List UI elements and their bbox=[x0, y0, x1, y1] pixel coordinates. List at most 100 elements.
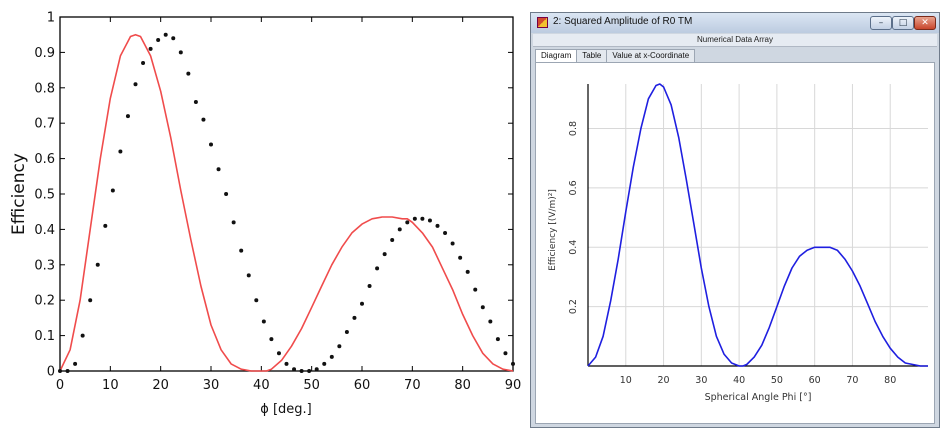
window-title: 2: Squared Amplitude of R0 TM bbox=[553, 16, 693, 27]
left-data-point bbox=[276, 351, 281, 356]
left-data-point bbox=[58, 369, 62, 373]
right-y-tick-label: 0.8 bbox=[568, 121, 579, 136]
left-y-tick-label: 0.1 bbox=[34, 329, 55, 344]
right-efficiency-chart: 10 20 30 40 50 60 70 80 0.2 0.4 0.6 0.8 Efficiency … bbox=[548, 83, 928, 403]
tab-value-at-x[interactable]: Value at x-Coordinate bbox=[606, 49, 696, 62]
left-data-point bbox=[231, 220, 236, 225]
left-data-point bbox=[209, 142, 213, 147]
left-data-point bbox=[118, 149, 123, 154]
left-data-point bbox=[141, 61, 146, 66]
left-x-tick-label: 70 bbox=[404, 378, 421, 393]
left-data-point bbox=[352, 315, 357, 320]
left-data-point bbox=[193, 99, 198, 104]
left-data-point bbox=[322, 361, 327, 366]
diagram-panel: 10 20 30 40 50 60 70 80 0.2 0.4 0.6 0.8 Efficiency … bbox=[535, 62, 935, 424]
left-y-tick-label: 0 bbox=[47, 365, 55, 380]
left-data-point bbox=[95, 262, 100, 267]
right-y-tick-label: 0.2 bbox=[568, 299, 579, 314]
left-data-point bbox=[246, 273, 251, 278]
right-y-tick-label: 0.4 bbox=[568, 240, 579, 255]
left-data-point bbox=[254, 298, 259, 303]
right-y-tick-label: 0.6 bbox=[568, 180, 579, 195]
left-data-point bbox=[110, 188, 115, 193]
left-efficiency-chart: 0 10 20 30 40 50 60 70 80 90 0 0.1 0.2 0.3 0.4 0.5 0.6 0.… bbox=[9, 11, 522, 418]
left-data-point bbox=[292, 367, 297, 372]
view-tabs: Diagram Table Value at x-Coordinate bbox=[535, 49, 696, 63]
left-data-point bbox=[344, 330, 349, 335]
left-x-tick-label: 60 bbox=[354, 378, 371, 393]
left-data-point bbox=[367, 284, 372, 289]
left-y-tick-label: 0.6 bbox=[34, 152, 55, 167]
left-data-point bbox=[405, 220, 410, 225]
tab-table[interactable]: Table bbox=[576, 49, 608, 62]
left-data-point bbox=[375, 266, 380, 271]
left-y-tick-label: 0.7 bbox=[34, 117, 55, 132]
left-data-point bbox=[435, 223, 440, 228]
left-x-tick-label: 30 bbox=[203, 378, 220, 393]
right-y-axis-label: Efficiency [(V/m)²] bbox=[548, 189, 558, 271]
left-data-point bbox=[239, 248, 244, 253]
left-data-point bbox=[450, 241, 455, 246]
maximize-button[interactable]: □ bbox=[892, 16, 914, 30]
left-y-tick-label: 0.5 bbox=[34, 188, 55, 203]
left-data-point bbox=[458, 255, 463, 260]
left-data-point bbox=[397, 227, 402, 232]
left-data-point bbox=[125, 114, 130, 119]
left-data-point bbox=[443, 230, 448, 235]
left-data-point bbox=[299, 369, 304, 373]
left-data-point bbox=[80, 333, 85, 338]
left-x-tick-label: 50 bbox=[303, 378, 320, 393]
right-x-tick-label: 10 bbox=[620, 375, 632, 386]
left-x-axis-label: ϕ [deg.] bbox=[260, 402, 312, 417]
close-button[interactable]: ✕ bbox=[914, 16, 936, 30]
right-x-tick-label: 40 bbox=[733, 375, 745, 386]
left-data-point bbox=[269, 337, 274, 342]
left-data-point bbox=[390, 238, 395, 243]
left-data-point bbox=[186, 71, 191, 76]
left-data-point bbox=[382, 252, 387, 257]
right-x-axis-label: Spherical Angle Phi [°] bbox=[705, 392, 812, 403]
left-x-tick-label: 90 bbox=[505, 378, 522, 393]
right-x-tick-label: 20 bbox=[658, 375, 670, 386]
app-icon bbox=[537, 17, 548, 28]
left-data-point bbox=[103, 223, 108, 228]
right-x-tick-label: 50 bbox=[771, 375, 783, 386]
left-y-tick-label: 0.9 bbox=[34, 46, 55, 61]
left-model-line bbox=[59, 33, 514, 372]
left-y-tick-label: 0.3 bbox=[34, 258, 55, 273]
data-array-window: 2: Squared Amplitude of R0 TM – □ ✕ Nume… bbox=[530, 12, 940, 428]
left-y-tick-label: 1 bbox=[47, 11, 55, 26]
left-data-point bbox=[88, 298, 93, 303]
left-data-point bbox=[171, 36, 176, 41]
left-data-point bbox=[133, 82, 138, 87]
left-data-point bbox=[314, 367, 319, 372]
left-data-point bbox=[503, 351, 508, 356]
left-data-point bbox=[307, 369, 312, 373]
left-data-point bbox=[465, 269, 470, 274]
right-x-tick-label: 70 bbox=[846, 375, 858, 386]
minimize-button[interactable]: – bbox=[870, 16, 892, 30]
left-data-point bbox=[65, 369, 70, 373]
left-data-point bbox=[329, 354, 334, 359]
left-x-tick-label: 20 bbox=[152, 378, 169, 393]
left-x-tick-label: 80 bbox=[454, 378, 471, 393]
left-y-tick-label: 0.8 bbox=[34, 81, 55, 96]
left-y-tick-label: 0.2 bbox=[34, 294, 55, 309]
array-subheader: Numerical Data Array bbox=[533, 34, 937, 47]
right-x-tick-label: 60 bbox=[809, 375, 821, 386]
left-data-point bbox=[412, 216, 417, 221]
left-data-point bbox=[148, 46, 153, 51]
left-x-tick-label: 0 bbox=[56, 378, 64, 393]
left-data-point bbox=[420, 216, 425, 221]
left-data-point bbox=[261, 319, 266, 324]
left-data-point bbox=[284, 361, 289, 366]
left-data-point bbox=[488, 319, 493, 324]
left-data-point bbox=[224, 192, 229, 196]
left-data-point bbox=[337, 344, 342, 349]
right-x-tick-label: 80 bbox=[884, 375, 896, 386]
left-y-axis-label: Efficiency bbox=[9, 153, 29, 235]
left-data-point bbox=[201, 117, 206, 122]
left-data-point bbox=[427, 218, 432, 223]
tab-diagram[interactable]: Diagram bbox=[535, 49, 578, 63]
window-titlebar[interactable]: 2: Squared Amplitude of R0 TM – □ ✕ bbox=[531, 13, 939, 33]
